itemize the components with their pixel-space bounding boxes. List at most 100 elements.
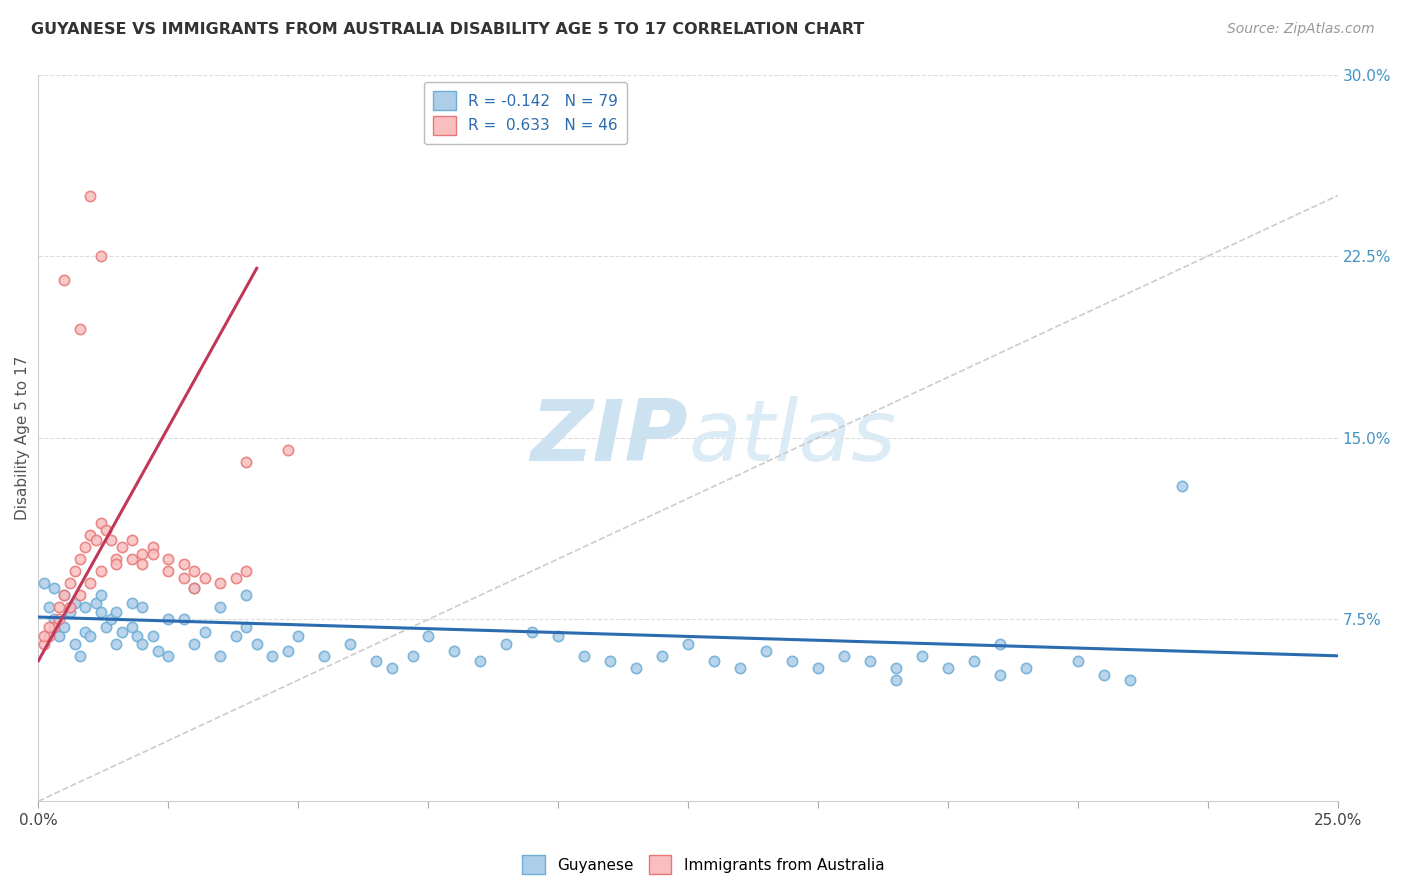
Point [94,523,117,537]
Point [84,595,107,609]
Text: GUYANESE VS IMMIGRANTS FROM AUSTRALIA DISABILITY AGE 5 TO 17 CORRELATION CHART: GUYANESE VS IMMIGRANTS FROM AUSTRALIA DI… [31,22,865,37]
Text: Source: ZipAtlas.com: Source: ZipAtlas.com [1227,22,1375,37]
Point [988,668,1011,682]
Point [599,654,621,668]
Point [209,648,232,663]
Point [314,648,336,663]
Point [59,576,82,591]
Point [69,588,91,602]
Point [780,654,803,668]
Point [339,637,361,651]
Point [173,571,195,585]
Point [262,648,284,663]
Point [32,629,55,643]
Point [277,442,299,457]
Point [32,576,55,591]
Point [755,644,778,658]
Y-axis label: Disability Age 5 to 17: Disability Age 5 to 17 [15,356,30,520]
Legend: R = -0.142   N = 79, R =  0.633   N = 46: R = -0.142 N = 79, R = 0.633 N = 46 [425,82,627,144]
Point [235,588,257,602]
Point [572,648,595,663]
Point [225,571,247,585]
Point [110,540,132,554]
Point [146,644,169,658]
Point [100,612,122,626]
Point [105,557,128,571]
Point [1170,479,1192,493]
Point [194,571,217,585]
Point [48,612,70,626]
Point [131,547,153,561]
Point [183,637,205,651]
Point [75,600,97,615]
Point [547,629,569,643]
Point [1092,668,1115,682]
Point [183,581,205,595]
Point [1067,654,1090,668]
Point [676,637,699,651]
Point [366,654,388,668]
Point [105,605,128,619]
Legend: Guyanese, Immigrants from Australia: Guyanese, Immigrants from Australia [516,849,890,880]
Point [142,540,165,554]
Point [69,552,91,566]
Point [48,629,70,643]
Point [651,648,673,663]
Point [470,654,492,668]
Point [209,600,232,615]
Point [53,588,76,602]
Point [53,273,76,287]
Point [53,588,76,602]
Point [277,644,299,658]
Point [209,576,232,591]
Point [911,648,934,663]
Point [157,612,180,626]
Text: atlas: atlas [688,396,896,479]
Point [63,564,86,578]
Point [90,588,112,602]
Point [69,648,91,663]
Point [142,547,165,561]
Point [225,629,247,643]
Point [79,527,101,541]
Point [287,629,309,643]
Point [703,654,725,668]
Point [79,629,101,643]
Point [110,624,132,639]
Point [121,552,143,566]
Point [157,552,180,566]
Point [142,629,165,643]
Point [38,600,60,615]
Point [38,629,60,643]
Point [443,644,465,658]
Point [105,637,128,651]
Point [79,188,101,202]
Point [235,455,257,469]
Point [401,648,423,663]
Point [121,533,143,547]
Point [131,600,153,615]
Point [173,612,195,626]
Point [121,595,143,609]
Point [884,661,907,675]
Point [75,540,97,554]
Point [63,637,86,651]
Text: ZIP: ZIP [530,396,688,479]
Point [42,612,65,626]
Point [59,600,82,615]
Point [183,581,205,595]
Point [127,629,149,643]
Point [807,661,830,675]
Point [859,654,882,668]
Point [418,629,440,643]
Point [884,673,907,687]
Point [121,620,143,634]
Point [105,552,128,566]
Point [79,576,101,591]
Point [495,637,517,651]
Point [832,648,855,663]
Point [157,648,180,663]
Point [235,564,257,578]
Point [90,605,112,619]
Point [90,516,112,530]
